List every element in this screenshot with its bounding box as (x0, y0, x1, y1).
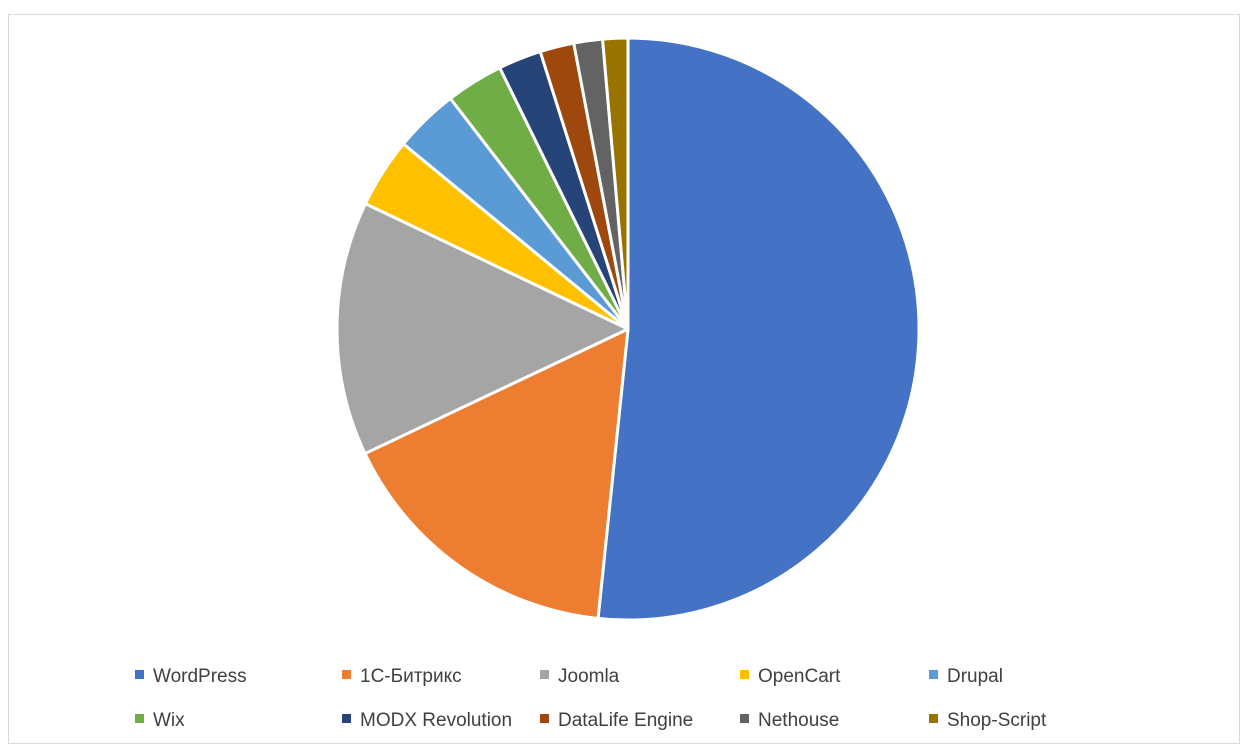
legend-label: Shop-Script (947, 710, 1047, 731)
legend-item-datalife-engine: DataLife Engine (540, 710, 693, 731)
legend-label: Joomla (558, 666, 620, 687)
legend-item-1с-битрикс: 1С-Битрикс (342, 666, 462, 687)
legend-label: DataLife Engine (558, 710, 693, 731)
legend-label: MODX Revolution (360, 710, 512, 731)
pie-slice-wordpress (596, 36, 921, 622)
legend-swatch (929, 714, 938, 723)
legend-label: 1С-Битрикс (360, 666, 462, 687)
legend-swatch (135, 670, 144, 679)
legend-label: Nethouse (758, 710, 839, 731)
legend-swatch (740, 714, 749, 723)
legend-item-opencart: OpenCart (740, 666, 841, 687)
legend-label: Wix (153, 710, 185, 731)
legend-swatch (540, 670, 549, 679)
legend-label: Drupal (947, 666, 1003, 687)
legend-item-joomla: Joomla (540, 666, 620, 687)
legend: WordPress 1С-Битрикс Joomla OpenCart Drupal W… (135, 666, 1047, 731)
legend-swatch (342, 714, 351, 723)
pie-slice-1с-битрикс (363, 327, 630, 620)
legend-item-drupal: Drupal (929, 666, 1003, 687)
legend-item-wordpress: WordPress (135, 666, 247, 687)
legend-swatch (929, 670, 938, 679)
legend-item-nethouse: Nethouse (740, 710, 839, 731)
pie-slice-shop-script (601, 36, 630, 331)
legend-item-wix: Wix (135, 710, 185, 731)
pie-slice-joomla (335, 202, 630, 456)
pie-slices (335, 36, 921, 622)
legend-swatch (135, 714, 144, 723)
legend-swatch (540, 714, 549, 723)
legend-label: OpenCart (758, 666, 841, 687)
legend-label: WordPress (153, 666, 247, 687)
legend-swatch (740, 670, 749, 679)
legend-item-modx-revolution: MODX Revolution (342, 710, 512, 731)
legend-swatch (342, 670, 351, 679)
legend-item-shop-script: Shop-Script (929, 710, 1047, 731)
